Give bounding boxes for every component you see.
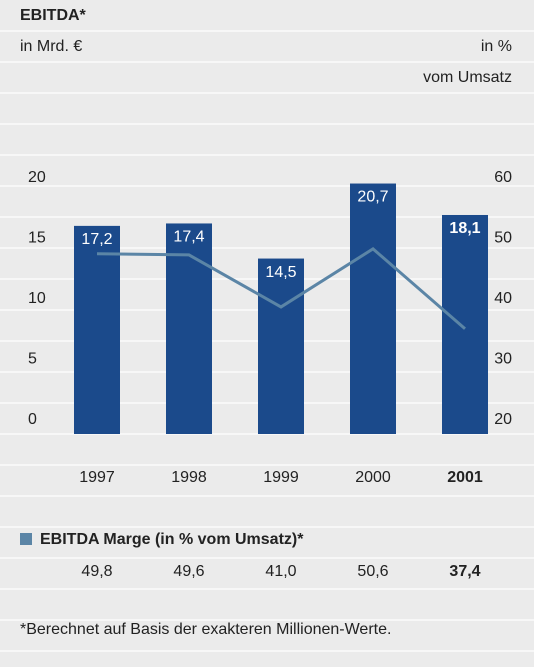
- chart-title: EBITDA*: [20, 7, 87, 24]
- x-tick-label: 1998: [171, 469, 207, 486]
- bar-value-label: 17,2: [81, 231, 112, 248]
- legend-label: EBITDA Marge (in % vom Umsatz)*: [40, 531, 304, 548]
- y-tick-label: 20: [28, 169, 46, 186]
- bar: [442, 214, 488, 434]
- y-tick-label: 15: [28, 230, 46, 247]
- bar: [74, 225, 120, 434]
- x-tick-label: 2000: [355, 469, 391, 486]
- y-tick-label: 5: [28, 351, 37, 368]
- y2-tick-label: 60: [494, 169, 512, 186]
- x-tick-label: 1997: [79, 469, 115, 486]
- bar-value-label: 17,4: [173, 229, 204, 246]
- y-tick-label: 10: [28, 290, 46, 307]
- y2-axis-label: in %: [481, 38, 512, 55]
- bar: [258, 258, 304, 434]
- bar-value-label: 18,1: [449, 220, 480, 237]
- y2-axis-label: vom Umsatz: [423, 69, 512, 86]
- x-tick-label: 2001: [447, 469, 483, 486]
- y2-tick-label: 40: [494, 290, 512, 307]
- margin-value: 49,6: [173, 563, 204, 580]
- margin-value: 37,4: [449, 563, 480, 580]
- margin-value: 49,8: [81, 563, 112, 580]
- bar: [166, 223, 212, 434]
- y2-tick-label: 20: [494, 411, 512, 428]
- y-axis-label: in Mrd. €: [20, 38, 82, 55]
- margin-line: [96, 247, 466, 330]
- bar-value-label: 14,5: [265, 264, 296, 281]
- bar: [350, 183, 396, 434]
- y2-tick-label: 30: [494, 351, 512, 368]
- y2-tick-label: 50: [494, 230, 512, 247]
- margin-value: 50,6: [357, 563, 388, 580]
- legend-swatch: [20, 533, 32, 545]
- footnote: *Berechnet auf Basis der exakteren Milli…: [20, 621, 391, 638]
- y-tick-label: 0: [28, 411, 37, 428]
- margin-value: 41,0: [265, 563, 296, 580]
- x-tick-label: 1999: [263, 469, 299, 486]
- bar-value-label: 20,7: [357, 189, 388, 206]
